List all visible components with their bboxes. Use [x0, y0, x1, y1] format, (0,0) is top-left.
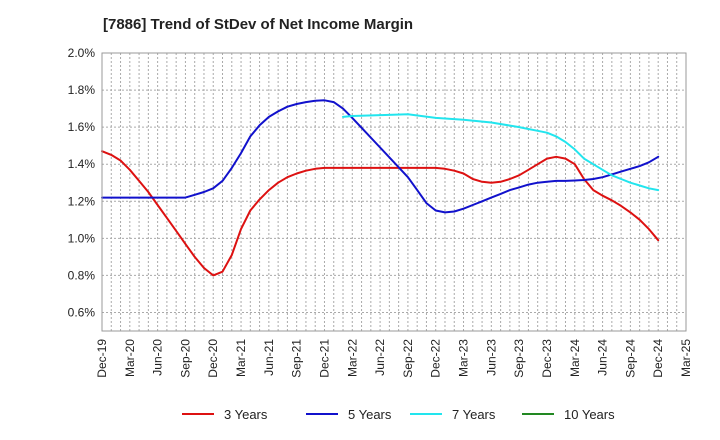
x-tick-label: Sep-21	[290, 339, 304, 378]
y-axis: 0.6% 0.8% 1.0% 1.2% 1.4% 1.6% 1.8% 2.0%	[68, 46, 96, 319]
chart-title: [7886] Trend of StDev of Net Income Marg…	[103, 16, 413, 33]
legend-item: 10 Years	[522, 407, 615, 422]
x-tick-label: Sep-23	[512, 339, 526, 378]
x-tick-label: Dec-20	[206, 339, 220, 378]
series-group	[101, 99, 660, 277]
x-tick-label: Sep-22	[401, 339, 415, 378]
y-tick-label: 1.0%	[68, 231, 96, 245]
x-tick-label: Mar-20	[123, 339, 137, 377]
x-tick-label: Sep-24	[623, 339, 637, 378]
plot-area	[102, 53, 686, 331]
series-line-7-years	[342, 113, 660, 192]
x-tick-label: Jun-23	[484, 339, 498, 376]
x-tick-label: Dec-21	[317, 339, 331, 378]
x-tick-label: Jun-24	[596, 339, 610, 376]
y-tick-label: 0.6%	[68, 305, 96, 319]
series-line-3-years	[101, 150, 660, 277]
x-tick-label: Dec-19	[95, 339, 109, 378]
x-tick-label: Mar-25	[679, 339, 693, 377]
x-tick-label: Mar-21	[234, 339, 248, 377]
legend-item: 5 Years	[306, 407, 392, 422]
series-line-5-years	[101, 99, 660, 214]
legend-label: 7 Years	[452, 407, 496, 422]
x-tick-label: Dec-22	[429, 339, 443, 378]
legend-label: 5 Years	[348, 407, 392, 422]
x-tick-label: Mar-23	[457, 339, 471, 377]
x-tick-label: Sep-20	[178, 339, 192, 378]
y-tick-label: 1.4%	[68, 157, 96, 171]
y-tick-label: 1.2%	[68, 194, 96, 208]
legend-item: 7 Years	[410, 407, 496, 422]
x-tick-label: Jun-22	[373, 339, 387, 376]
y-tick-label: 1.8%	[68, 83, 96, 97]
x-tick-label: Dec-24	[651, 339, 665, 378]
legend-label: 10 Years	[564, 407, 615, 422]
x-axis: Dec-19 Mar-20 Jun-20 Sep-20 Dec-20 Mar-21 Jun-…	[95, 339, 693, 378]
x-tick-label: Jun-20	[151, 339, 165, 376]
legend-item: 3 Years	[182, 407, 268, 422]
x-tick-label: Jun-21	[262, 339, 276, 376]
x-tick-label: Dec-23	[540, 339, 554, 378]
x-tick-label: Mar-22	[345, 339, 359, 377]
legend: 3 Years 5 Years 7 Years 10 Years	[182, 407, 615, 422]
y-tick-label: 2.0%	[68, 46, 96, 60]
x-tick-label: Mar-24	[568, 339, 582, 377]
y-tick-label: 0.8%	[68, 268, 96, 282]
y-tick-label: 1.6%	[68, 120, 96, 134]
legend-label: 3 Years	[224, 407, 268, 422]
plot-border	[101, 52, 687, 332]
